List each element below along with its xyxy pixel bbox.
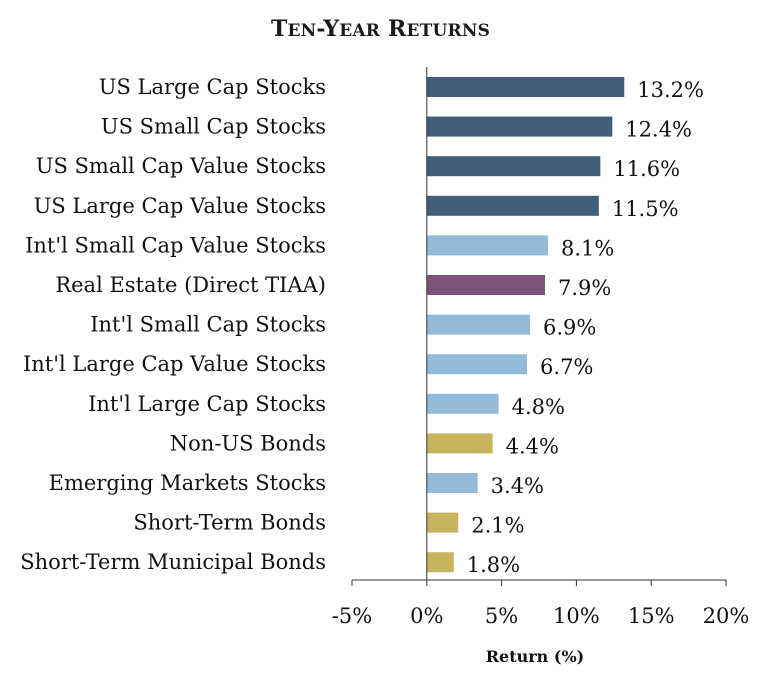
title-part-y: -Y — [316, 16, 340, 42]
value-label: 1.8% — [467, 553, 520, 577]
category-label: Emerging Markets Stocks — [49, 471, 326, 495]
category-label: US Small Cap Stocks — [101, 115, 326, 139]
title-part-r: R — [380, 16, 407, 42]
bar — [426, 354, 528, 375]
bar — [426, 195, 599, 216]
category-label: Int'l Large Cap Value Stocks — [23, 352, 326, 376]
bar — [426, 275, 545, 295]
bar — [426, 393, 499, 414]
bar — [426, 314, 531, 335]
category-label: US Large Cap Stocks — [99, 75, 326, 99]
value-label: 11.6% — [613, 157, 680, 181]
x-axis-title: Return (%) — [486, 647, 584, 666]
bar — [426, 116, 613, 137]
bar — [426, 512, 459, 533]
value-label: 7.9% — [558, 276, 611, 300]
x-axis-group: -5% 0% 5% 10% 15% 20% — [332, 67, 750, 628]
bar — [426, 473, 478, 493]
bar — [426, 77, 625, 97]
category-label: Short-Term Bonds — [133, 511, 326, 535]
bar — [426, 156, 601, 177]
category-label: Int'l Large Cap Stocks — [88, 392, 326, 416]
value-label: 4.8% — [512, 395, 565, 419]
value-label: 13.2% — [637, 78, 704, 102]
title-part-eturns: ETURNS — [406, 21, 491, 41]
bars-group — [426, 77, 625, 573]
x-tick-label: 0% — [410, 604, 443, 628]
x-tick-label: 5% — [485, 604, 518, 628]
value-label: 11.5% — [612, 197, 679, 221]
x-tick-label: 20% — [703, 604, 750, 628]
category-label: Short-Term Municipal Bonds — [20, 550, 326, 574]
category-label: US Large Cap Value Stocks — [34, 194, 326, 218]
bar — [426, 552, 454, 573]
category-label: Real Estate (Direct TIAA) — [55, 273, 326, 297]
x-tick-label: -5% — [332, 604, 372, 628]
title-part-ear: EAR — [339, 21, 381, 41]
title-part-en: EN — [287, 21, 317, 41]
category-labels-group: US Large Cap Stocks US Small Cap Stocks US… — [20, 75, 326, 574]
value-labels-group: 13.2% 12.4% 11.6% 11.5% 8.1% 7.9% 6.9% 6.7% 4.8%… — [467, 78, 704, 577]
x-tick-label: 10% — [553, 604, 600, 628]
bar — [426, 433, 493, 454]
value-label: 12.4% — [625, 118, 692, 142]
category-label: Int'l Small Cap Value Stocks — [25, 233, 326, 257]
chart-title: TEN-YEAR RETURNS — [0, 16, 761, 42]
category-label: Int'l Small Cap Stocks — [90, 313, 326, 337]
value-label: 4.4% — [506, 434, 559, 458]
title-letter-t: T — [270, 16, 288, 42]
value-label: 8.1% — [561, 236, 614, 260]
category-label: US Small Cap Value Stocks — [36, 154, 326, 178]
value-label: 6.7% — [540, 355, 593, 379]
value-label: 3.4% — [491, 474, 544, 498]
value-label: 6.9% — [543, 316, 596, 340]
x-tick-label: 15% — [628, 604, 675, 628]
category-label: Non-US Bonds — [170, 431, 326, 455]
bar — [426, 235, 548, 256]
value-label: 2.1% — [471, 514, 524, 538]
